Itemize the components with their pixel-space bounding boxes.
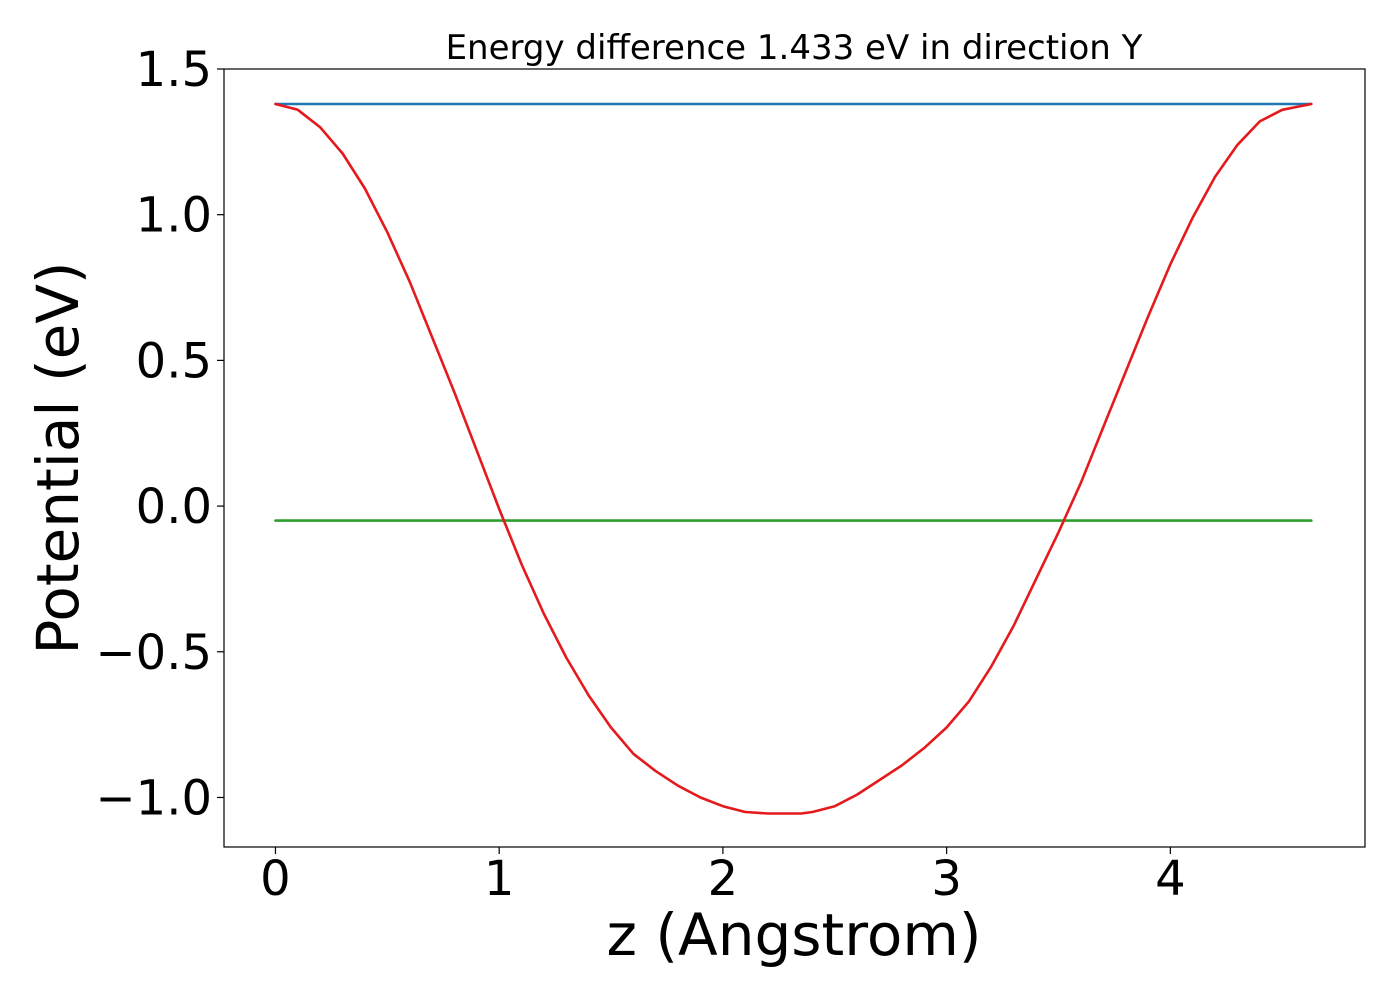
y-tick-label: 1.5 xyxy=(136,42,212,98)
y-tick-label: −1.0 xyxy=(95,770,212,826)
x-axis-ticks: 0 1 2 3 4 xyxy=(260,847,1186,907)
x-axis-label: z (Angstrom) xyxy=(607,901,982,969)
x-tick-label: 4 xyxy=(1155,851,1186,907)
x-tick-label: 3 xyxy=(931,851,962,907)
x-tick-label: 1 xyxy=(484,851,515,907)
chart-title: Energy difference 1.433 eV in direction … xyxy=(446,28,1143,68)
series-line-3 xyxy=(274,102,1313,815)
plot-area-frame xyxy=(223,68,1366,848)
series-layer xyxy=(274,102,1313,815)
y-axis-ticks: 1.5 1.0 0.5 0.0 −0.5 −1.0 xyxy=(95,42,224,826)
y-axis-label: Potential (eV) xyxy=(24,261,92,654)
y-tick-label: 1.0 xyxy=(136,188,212,244)
x-tick-label: 0 xyxy=(260,851,291,907)
y-tick-label: 0.0 xyxy=(136,479,212,535)
x-tick-label: 2 xyxy=(708,851,739,907)
y-tick-label: −0.5 xyxy=(95,625,212,681)
y-tick-label: 0.5 xyxy=(136,333,212,389)
